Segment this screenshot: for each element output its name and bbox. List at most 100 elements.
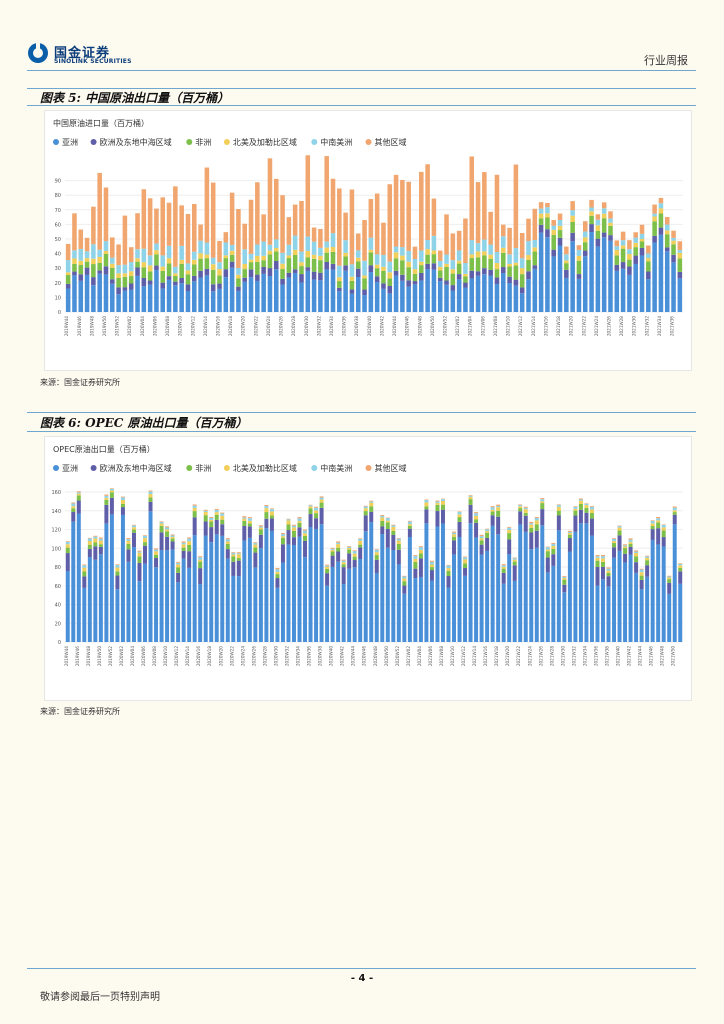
bar-segment	[406, 261, 411, 268]
bar-segment	[179, 263, 184, 278]
bar-segment	[507, 276, 512, 284]
bar-segment	[664, 217, 670, 225]
bar-segment	[396, 540, 401, 544]
bar-segment	[297, 521, 302, 523]
bar-segment	[545, 549, 550, 552]
bar-segment	[385, 520, 390, 523]
bar-segment	[412, 269, 418, 274]
bar-segment	[98, 546, 103, 555]
bar-segment	[176, 564, 181, 568]
bar-segment	[115, 564, 120, 565]
bar-segment	[97, 262, 102, 271]
bar-segment	[368, 252, 374, 266]
bar-segment	[557, 220, 563, 226]
bar-segment	[305, 257, 311, 268]
bar-segment	[469, 270, 475, 279]
bar-segment	[380, 514, 385, 516]
bar-segment	[387, 272, 393, 279]
bar-segment	[595, 238, 601, 247]
bar-segment	[324, 247, 329, 253]
bar-segment	[192, 264, 197, 276]
bar-segment	[192, 517, 197, 536]
bar-segment	[165, 527, 170, 530]
bar-segment	[523, 512, 528, 516]
bar-segment	[173, 186, 178, 267]
bar-segment	[391, 526, 396, 531]
bar-segment	[179, 283, 184, 312]
bar-segment	[192, 511, 197, 518]
bar-segment	[429, 580, 434, 642]
bar-segment	[424, 499, 429, 501]
bar-segment	[65, 283, 71, 289]
bar-segment	[352, 550, 357, 552]
bar-segment	[109, 488, 114, 489]
bar-segment	[425, 240, 430, 250]
x-tick-label: 2019W52	[108, 646, 113, 666]
bar-segment	[402, 593, 407, 642]
bar-segment	[324, 269, 329, 312]
bar-segment	[501, 252, 506, 268]
bar-segment	[435, 504, 440, 512]
bar-segment	[264, 528, 269, 642]
legend-label: 亚洲	[62, 138, 78, 147]
bar-segment	[110, 283, 115, 312]
bar-segment	[545, 217, 550, 230]
bar-segment	[385, 518, 390, 521]
bar-segment	[299, 262, 304, 267]
bar-segment	[627, 266, 632, 275]
bar-segment	[494, 174, 500, 252]
bar-segment	[652, 216, 657, 222]
bar-segment	[355, 257, 361, 262]
bar-segment	[242, 520, 247, 526]
legend-item-5: 其他区域	[365, 137, 407, 147]
bar-segment	[253, 544, 258, 548]
bar-segment	[576, 245, 582, 250]
bar-segment	[573, 506, 578, 507]
bar-segment	[452, 532, 456, 535]
bar-segment	[518, 524, 523, 642]
legend-label: 北美及加勒比区域	[233, 463, 297, 473]
bar-segment	[264, 512, 269, 519]
bar-segment	[677, 241, 683, 251]
bar-segment	[589, 518, 594, 536]
bar-segment	[418, 553, 423, 559]
bar-segment	[126, 539, 131, 541]
bar-segment	[578, 499, 583, 501]
bar-segment	[664, 224, 670, 231]
bar-segment	[601, 556, 605, 559]
bar-segment	[308, 526, 313, 642]
bar-segment	[325, 565, 330, 567]
bar-segment	[507, 526, 512, 528]
x-tick-label: 2021W20	[505, 646, 510, 666]
bar-segment	[677, 271, 683, 279]
bar-segment	[159, 525, 164, 533]
bar-segment	[128, 289, 134, 312]
bar-segment	[617, 526, 622, 528]
bar-segment	[236, 558, 241, 561]
bar-segment	[540, 509, 545, 526]
bar-segment	[363, 508, 368, 512]
bar-segment	[584, 512, 589, 524]
bar-segment	[551, 544, 556, 547]
bar-segment	[501, 267, 506, 274]
bar-segment	[557, 245, 563, 312]
bar-segment	[319, 524, 324, 642]
bar-segment	[330, 269, 336, 312]
bar-segment	[617, 525, 622, 527]
bar-segment	[242, 540, 247, 642]
bar-segment	[501, 566, 506, 569]
bar-segment	[391, 530, 396, 535]
legend-item-2: 非洲	[186, 463, 211, 473]
bar-segment	[165, 550, 170, 642]
bar-segment	[650, 523, 655, 527]
footer-rule	[27, 968, 696, 969]
sinolink-logo-icon	[28, 43, 48, 63]
bar-segment	[595, 557, 600, 561]
bar-segment	[488, 244, 493, 255]
bar-segment	[387, 286, 393, 294]
bar-segment	[490, 506, 495, 508]
bar-segment	[223, 255, 229, 259]
bar-segment	[126, 549, 131, 562]
bar-segment	[431, 269, 437, 312]
x-tick-label: 2020W40	[329, 646, 334, 666]
